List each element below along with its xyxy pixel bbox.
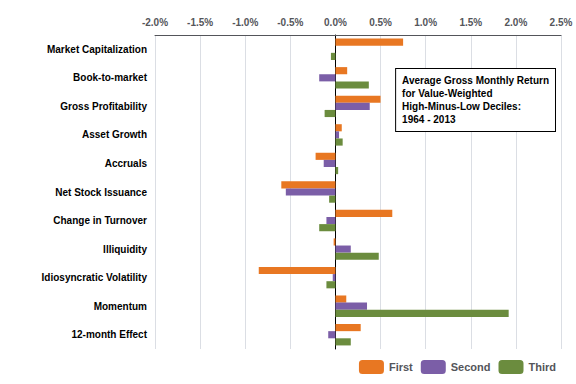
svg-text:Momentum: Momentum (94, 301, 147, 312)
svg-text:Idiosyncratic Volatility: Idiosyncratic Volatility (42, 272, 148, 283)
svg-text:-1.0%: -1.0% (232, 17, 258, 28)
svg-text:Change in Turnover: Change in Turnover (53, 215, 147, 226)
svg-text:Net Stock Issuance: Net Stock Issuance (55, 187, 147, 198)
svg-text:12-month Effect: 12-month Effect (71, 329, 147, 340)
svg-text:-2.0%: -2.0% (142, 17, 168, 28)
svg-text:Third: Third (529, 361, 557, 373)
svg-text:for Value-Weighted: for Value-Weighted (402, 88, 492, 99)
svg-text:High-Minus-Low Deciles:: High-Minus-Low Deciles: (402, 101, 521, 112)
svg-text:-1.5%: -1.5% (187, 17, 213, 28)
svg-text:-0.5%: -0.5% (277, 17, 303, 28)
svg-text:First: First (389, 361, 413, 373)
svg-text:1.0%: 1.0% (414, 17, 437, 28)
svg-text:2.0%: 2.0% (504, 17, 527, 28)
svg-text:Average Gross Monthly Return: Average Gross Monthly Return (402, 75, 549, 86)
svg-text:1964 - 2013: 1964 - 2013 (402, 114, 456, 125)
svg-text:0.0%: 0.0% (324, 17, 347, 28)
svg-text:Asset Growth: Asset Growth (82, 129, 147, 140)
svg-text:Accruals: Accruals (105, 158, 148, 169)
svg-text:Second: Second (451, 361, 491, 373)
svg-text:Gross Profitability: Gross Profitability (60, 101, 147, 112)
svg-text:1.5%: 1.5% (459, 17, 482, 28)
svg-text:Market Capitalization: Market Capitalization (47, 44, 147, 55)
svg-text:Illiquidity: Illiquidity (103, 244, 147, 255)
svg-text:0.5%: 0.5% (369, 17, 392, 28)
svg-text:2.5%: 2.5% (550, 17, 573, 28)
svg-text:Book-to-market: Book-to-market (73, 72, 148, 83)
